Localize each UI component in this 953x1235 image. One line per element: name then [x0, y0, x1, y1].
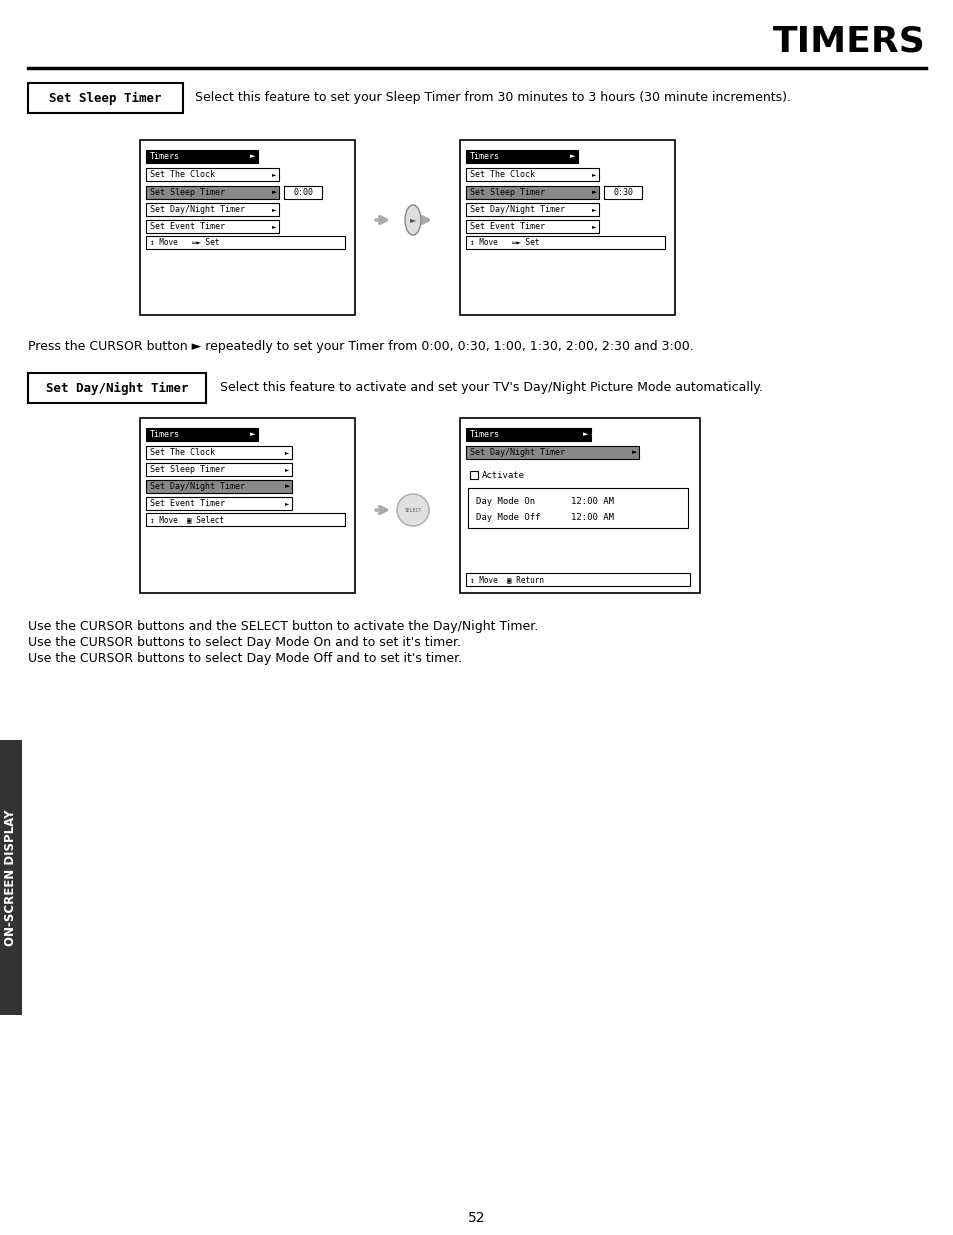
- Bar: [465, 203, 598, 216]
- Text: ►: ►: [592, 224, 596, 228]
- Text: ►: ►: [592, 172, 596, 177]
- Text: Set Sleep Timer: Set Sleep Timer: [470, 188, 544, 198]
- Text: ►: ►: [582, 431, 588, 437]
- Bar: [146, 463, 292, 475]
- Bar: [459, 140, 675, 315]
- Text: TIMERS: TIMERS: [772, 23, 925, 58]
- Bar: [146, 168, 279, 182]
- Bar: [146, 236, 345, 249]
- Text: Set Day/Night Timer: Set Day/Night Timer: [470, 205, 564, 214]
- Text: Select this feature to set your Sleep Timer from 30 minutes to 3 hours (30 minut: Select this feature to set your Sleep Ti…: [194, 91, 790, 105]
- Bar: [146, 149, 257, 163]
- Text: Set Event Timer: Set Event Timer: [470, 222, 544, 231]
- Bar: [470, 471, 477, 479]
- Bar: [146, 446, 292, 459]
- Bar: [603, 186, 641, 199]
- Text: Set Day/Night Timer: Set Day/Night Timer: [470, 448, 564, 457]
- Bar: [146, 203, 279, 216]
- Text: Set The Clock: Set The Clock: [150, 170, 214, 179]
- Text: Use the CURSOR buttons to select Day Mode On and to set it's timer.: Use the CURSOR buttons to select Day Mod…: [28, 636, 460, 650]
- Text: 0:30: 0:30: [613, 188, 633, 198]
- Bar: [140, 417, 355, 593]
- Text: Set The Clock: Set The Clock: [150, 448, 214, 457]
- Bar: [146, 186, 279, 199]
- Bar: [284, 186, 322, 199]
- Text: ►: ►: [592, 189, 597, 195]
- Text: Set Day/Night Timer: Set Day/Night Timer: [150, 205, 245, 214]
- Text: Use the CURSOR buttons and the SELECT button to activate the Day/Night Timer.: Use the CURSOR buttons and the SELECT bu…: [28, 620, 537, 634]
- Text: Use the CURSOR buttons to select Day Mode Off and to set it's timer.: Use the CURSOR buttons to select Day Mod…: [28, 652, 461, 664]
- Text: Set The Clock: Set The Clock: [470, 170, 535, 179]
- Text: ►: ►: [285, 483, 291, 489]
- Text: Set Sleep Timer: Set Sleep Timer: [50, 91, 162, 105]
- Text: Press the CURSOR button ► repeatedly to set your Timer from 0:00, 0:30, 1:00, 1:: Press the CURSOR button ► repeatedly to …: [28, 340, 693, 353]
- Bar: [465, 186, 598, 199]
- Text: SELECT: SELECT: [404, 508, 421, 513]
- Bar: [146, 513, 345, 526]
- Text: ↕ Move  ▣ Select: ↕ Move ▣ Select: [150, 515, 224, 524]
- Text: ►: ►: [569, 153, 575, 159]
- Text: ►: ►: [285, 501, 289, 506]
- Text: Set Sleep Timer: Set Sleep Timer: [150, 188, 225, 198]
- Bar: [468, 488, 687, 529]
- Bar: [146, 429, 257, 441]
- Text: 52: 52: [468, 1212, 485, 1225]
- Text: Set Day/Night Timer: Set Day/Night Timer: [46, 382, 188, 394]
- Bar: [459, 417, 700, 593]
- Text: Timers: Timers: [150, 430, 180, 438]
- Text: Set Sleep Timer: Set Sleep Timer: [150, 466, 225, 474]
- Text: ►: ►: [592, 207, 596, 212]
- Text: ►: ►: [285, 467, 289, 472]
- Text: ►: ►: [250, 431, 254, 437]
- Bar: [146, 496, 292, 510]
- Bar: [146, 220, 279, 233]
- Text: ►: ►: [285, 450, 289, 454]
- Text: ►: ►: [272, 207, 276, 212]
- Bar: [0, 740, 22, 1015]
- Text: ↕ Move   ⇔► Set: ↕ Move ⇔► Set: [470, 238, 538, 247]
- Text: Day Mode On: Day Mode On: [476, 498, 535, 506]
- Bar: [465, 220, 598, 233]
- Text: ►: ►: [272, 224, 276, 228]
- Text: Timers: Timers: [470, 152, 499, 161]
- Text: Timers: Timers: [150, 152, 180, 161]
- Text: Day Mode Off: Day Mode Off: [476, 514, 540, 522]
- Text: Set Event Timer: Set Event Timer: [150, 499, 225, 508]
- Text: ►: ►: [250, 153, 254, 159]
- Bar: [465, 168, 598, 182]
- Text: ►: ►: [272, 189, 277, 195]
- Text: Select this feature to activate and set your TV's Day/Night Picture Mode automat: Select this feature to activate and set …: [220, 382, 762, 394]
- Text: Activate: Activate: [481, 471, 524, 479]
- Bar: [465, 446, 639, 459]
- Bar: [465, 236, 664, 249]
- Bar: [465, 429, 590, 441]
- Text: ↕ Move   ⇔► Set: ↕ Move ⇔► Set: [150, 238, 219, 247]
- Bar: [465, 573, 689, 585]
- Circle shape: [396, 494, 429, 526]
- Bar: [140, 140, 355, 315]
- Text: 0:00: 0:00: [293, 188, 313, 198]
- Text: 12:00 AM: 12:00 AM: [571, 514, 614, 522]
- Bar: [28, 373, 206, 403]
- Text: 12:00 AM: 12:00 AM: [571, 498, 614, 506]
- Text: ►: ►: [631, 450, 637, 456]
- Bar: [146, 480, 292, 493]
- Text: Set Event Timer: Set Event Timer: [150, 222, 225, 231]
- Text: Timers: Timers: [470, 430, 499, 438]
- Text: ↕ Move  ▣ Return: ↕ Move ▣ Return: [470, 576, 543, 584]
- Text: Set Day/Night Timer: Set Day/Night Timer: [150, 482, 245, 492]
- Text: ►: ►: [410, 215, 416, 225]
- Bar: [28, 83, 183, 112]
- Ellipse shape: [405, 205, 420, 235]
- Text: ►: ►: [272, 172, 276, 177]
- Bar: [465, 149, 578, 163]
- Text: ON-SCREEN DISPLAY: ON-SCREEN DISPLAY: [5, 809, 17, 946]
